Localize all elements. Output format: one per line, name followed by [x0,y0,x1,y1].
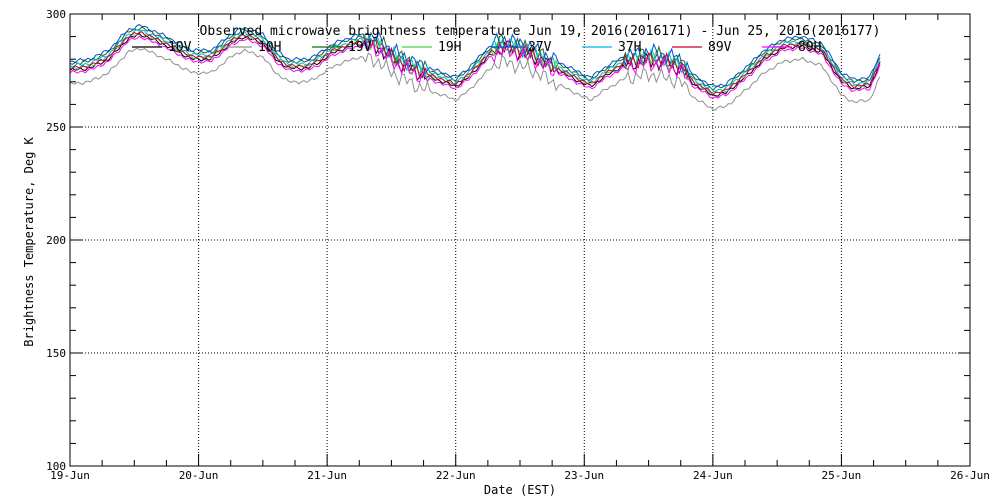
y-tick-label: 200 [46,234,66,247]
legend-label-37V: 37V [528,40,552,55]
y-tick-label: 100 [46,460,66,473]
grid-lines [70,14,970,466]
series-line-37V [69,23,881,87]
series-line-89H [69,35,881,99]
legend-label-10V: 10V [168,40,192,55]
y-tick-label: 300 [46,8,66,21]
x-axis-label: Date (EST) [484,483,556,497]
x-tick-label: 20-Jun [179,469,219,482]
y-tick-label: 150 [46,347,66,360]
series-line-89V [69,31,881,96]
chart-title: Observed microwave brightness temperatur… [200,24,881,39]
legend-label-10H: 10H [258,40,281,55]
y-tick-label: 250 [46,121,66,134]
legend-label-89V: 89V [708,40,732,55]
legend: 10V 10H 19V 19H 37V 37H 89V 89H [132,40,821,55]
axis-ticks: 100 150 200 250 300 19-Jun 20-Jun 21-Jun 22-Jun 2… [46,8,990,482]
legend-label-19H: 19H [438,40,461,55]
x-tick-label: 22-Jun [436,469,476,482]
series-line-10H [69,47,881,111]
legend-label-89H: 89H [798,40,821,55]
series-line-19V [69,26,881,91]
legend-label-19V: 19V [348,40,372,55]
x-tick-label: 26-Jun [950,469,990,482]
x-tick-label: 25-Jun [822,469,862,482]
series-lines [69,23,881,111]
y-axis-label: Brightness Temperature, Deg K [22,136,36,346]
x-tick-label: 19-Jun [50,469,90,482]
x-tick-label: 24-Jun [693,469,733,482]
x-tick-label: 23-Jun [564,469,604,482]
series-line-37H [69,29,881,93]
x-tick-label: 21-Jun [307,469,347,482]
legend-label-37H: 37H [618,40,641,55]
